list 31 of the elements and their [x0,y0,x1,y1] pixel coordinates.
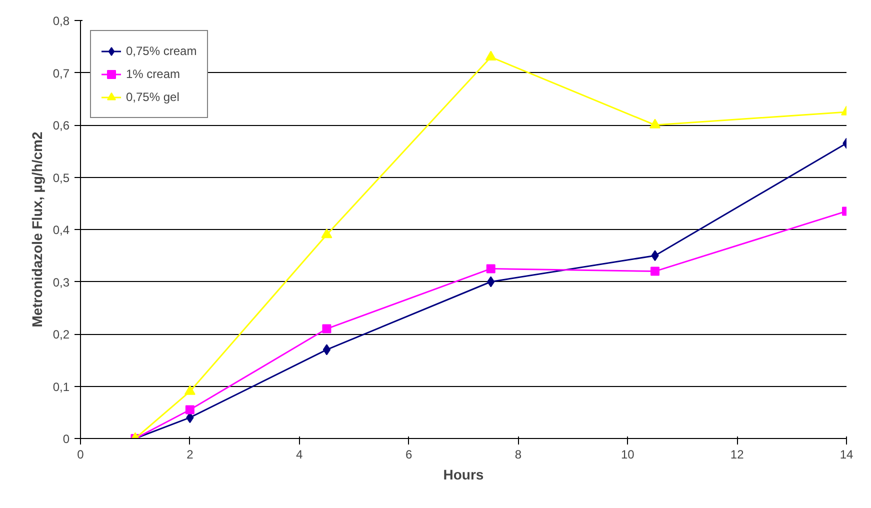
x-tick-label: 2 [186,448,194,462]
x-tick-label: 10 [620,448,635,462]
y-tick-label: 0,8 [52,14,70,28]
point [185,405,194,414]
point [322,324,332,334]
x-tick-label: 14 [840,448,854,462]
x-tick-label: 4 [296,448,304,462]
y-tick-label: 0,3 [52,275,70,290]
legend-label: 1% cream [126,67,180,81]
point [650,118,660,128]
y-axis-title: Metronidazole Flux, µg/h/cm2 [28,132,45,328]
x-axis-title: Hours [443,466,484,482]
y-tick-label: 0,5 [52,170,70,185]
point [485,50,496,60]
y-tick-label: 0,6 [52,118,70,132]
point [321,228,332,238]
point [486,264,496,274]
x-tick-label: 6 [405,448,412,462]
x-tick-label: 0 [77,448,84,462]
x-tick-label: 12 [730,448,744,462]
y-tick-label: 0,7 [52,66,70,80]
point [322,344,331,356]
point [184,385,196,395]
legend-label: 0,75% cream [126,44,197,58]
x-tick-label: 8 [514,448,522,462]
y-tick-label: 0 [62,432,70,446]
point [650,266,660,276]
legend-label: 0,75% gel [126,90,180,104]
y-tick-label: 0,2 [52,328,70,342]
y-tick-label: 0,1 [52,380,70,394]
y-tick-label: 0,4 [52,223,70,237]
